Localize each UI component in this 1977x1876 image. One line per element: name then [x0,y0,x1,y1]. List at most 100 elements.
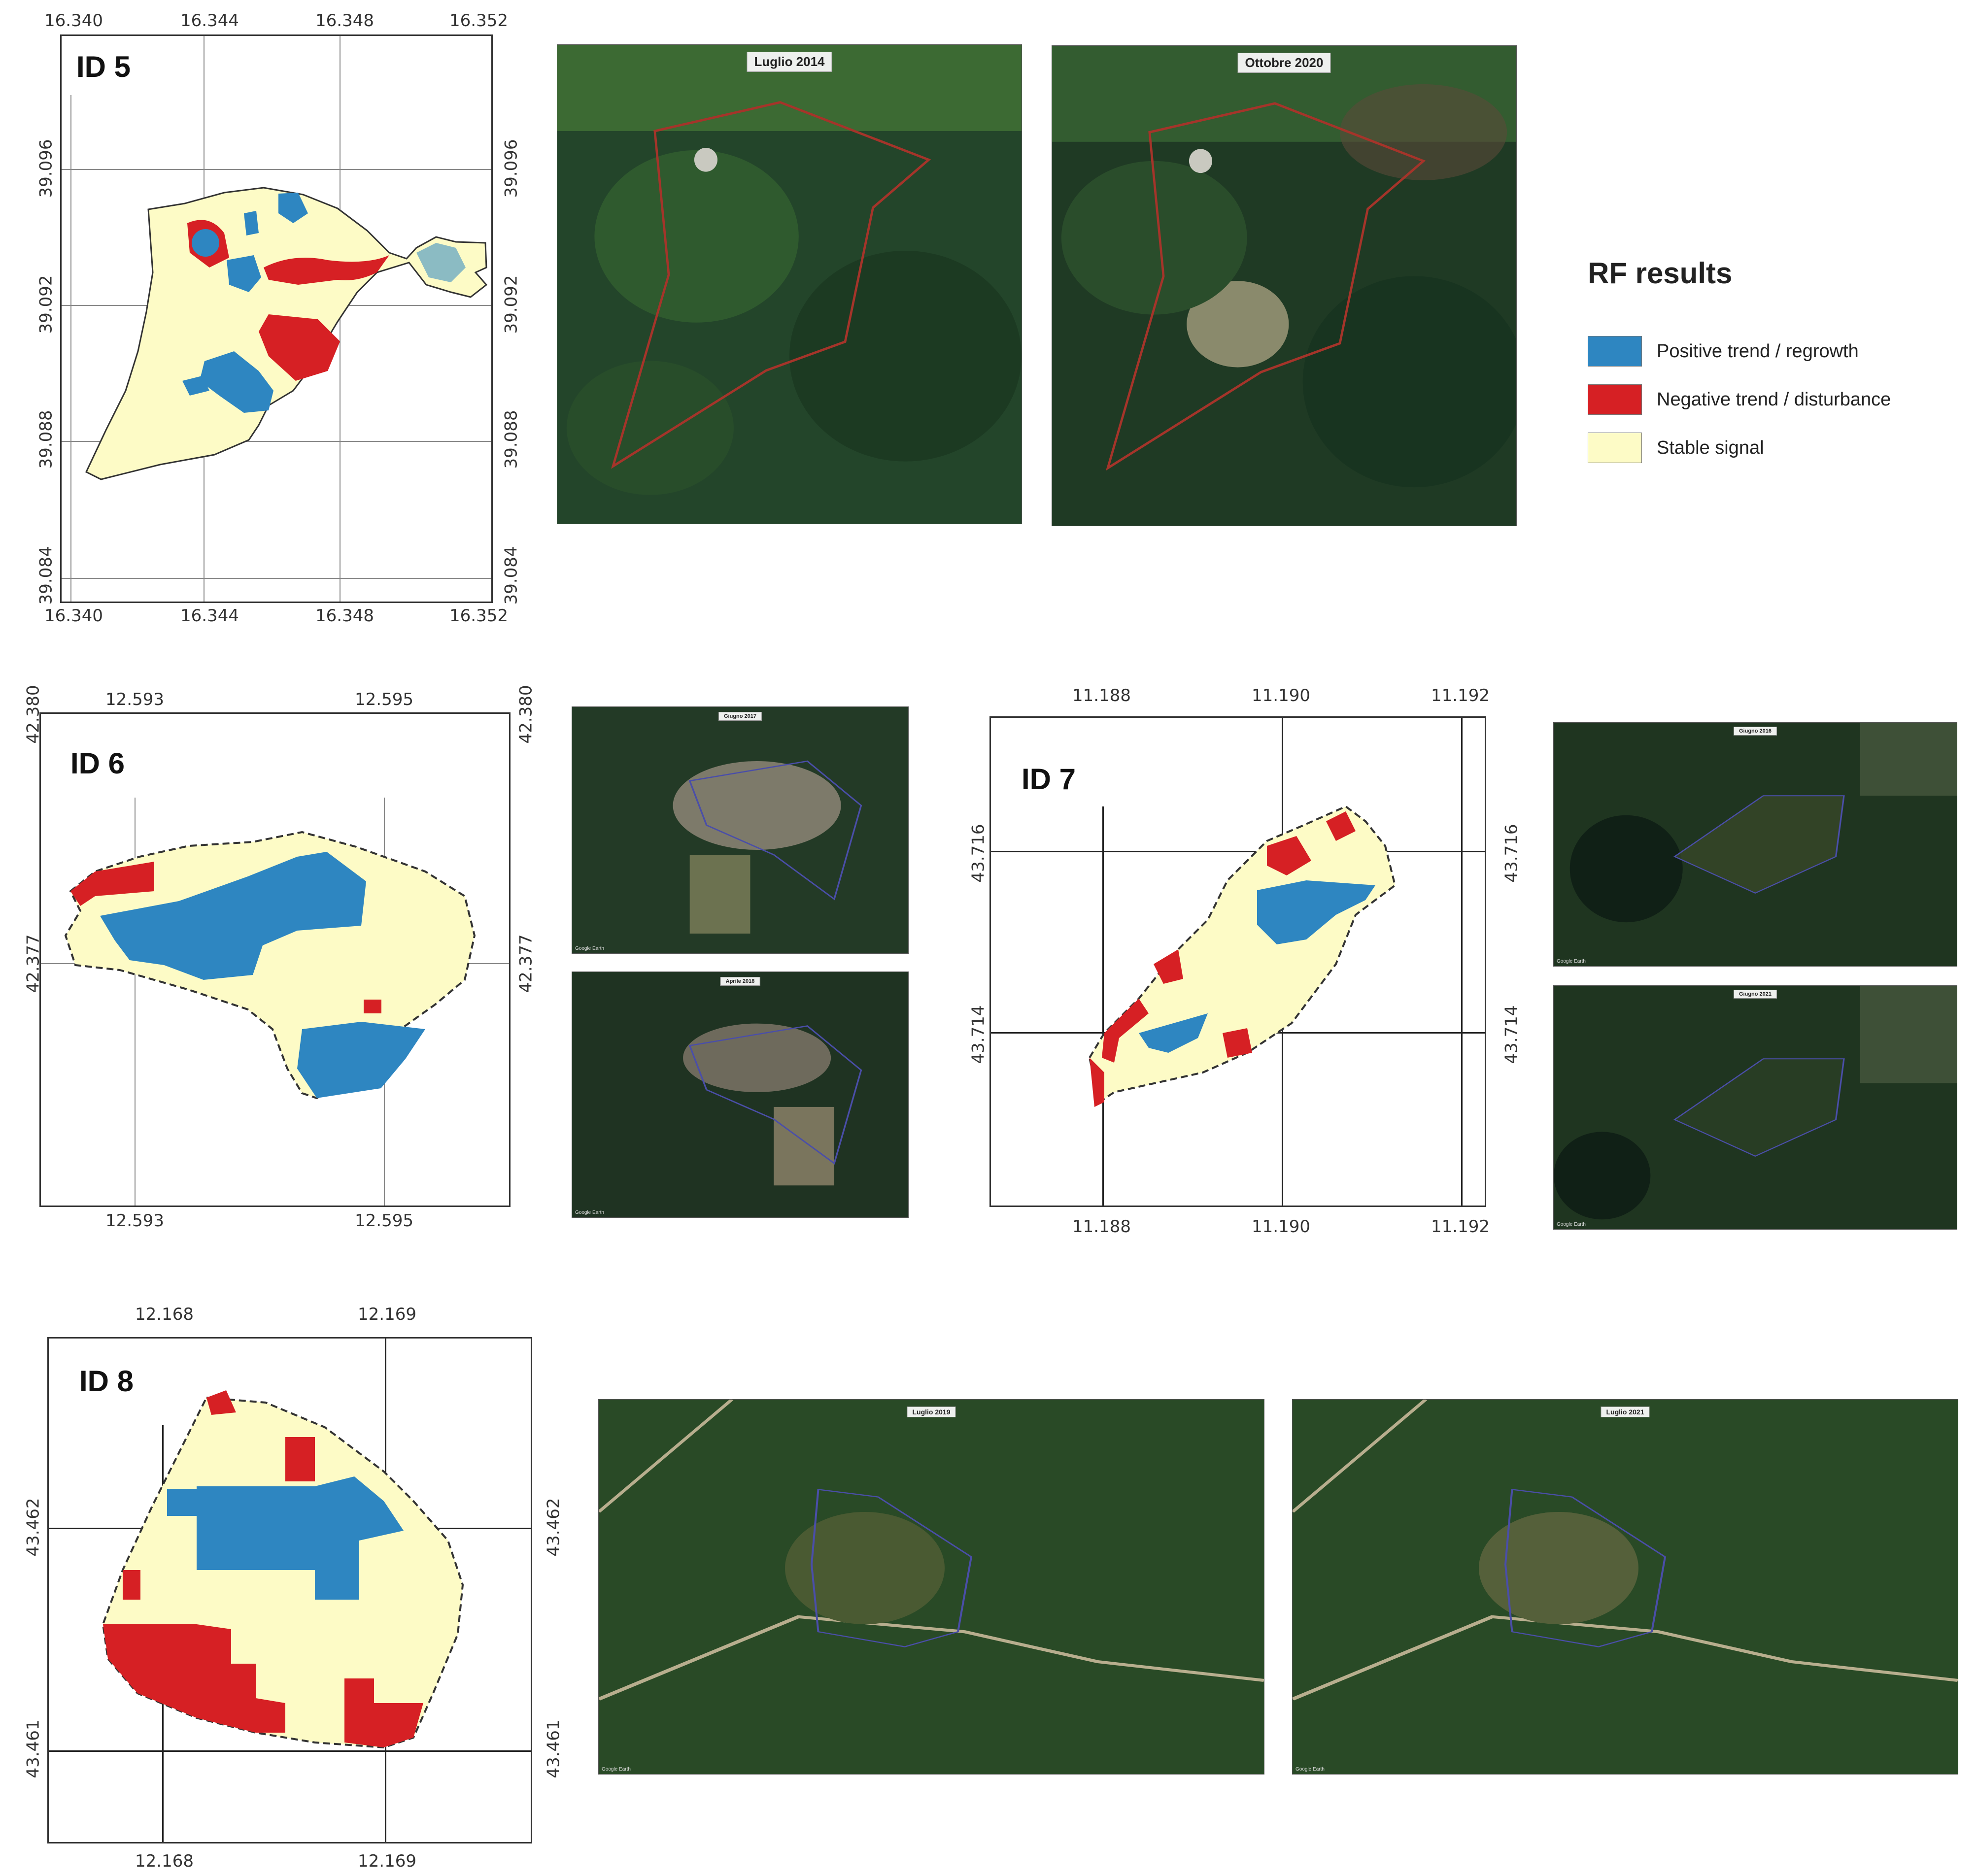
x-tick-bottom: 16.352 [449,606,508,626]
y-tick-left: 39.084 [36,546,56,605]
y-tick-right: 39.088 [501,410,521,469]
x-tick-top: 11.188 [1072,686,1131,705]
x-tick-bottom: 11.192 [1431,1217,1490,1237]
x-tick-bottom: 16.340 [44,606,103,626]
x-tick-bottom: 12.595 [355,1211,413,1231]
photo-date-label: Giugno 2017 [718,712,762,721]
grid-line [1461,718,1463,1206]
disturbance-patch [259,314,340,381]
satellite-image [1554,723,1957,966]
y-tick-right: 39.096 [501,139,521,198]
map-id-title: ID 8 [79,1365,134,1398]
disturbance-patch [364,1000,381,1013]
x-tick-top: 16.340 [44,11,103,31]
photo-date-label: Luglio 2014 [747,52,832,72]
legend-title: RF results [1588,257,1733,290]
regrowth-patch [100,852,366,980]
legend-item: Stable signal [1588,433,1764,463]
satellite-photo-id7-before: Giugno 2016 Google Earth [1553,722,1957,967]
regrowth-patch [227,255,261,292]
grid-line [991,851,1485,852]
satellite-image [572,707,908,953]
satellite-photo-id8-before: Luglio 2019 Google Earth [598,1399,1264,1775]
legend-label: Stable signal [1657,437,1764,458]
disturbance-patch [1090,1058,1104,1107]
disturbance-patch [1267,836,1311,875]
x-tick-top: 16.348 [315,11,374,31]
regrowth-patch [244,211,259,235]
x-tick-top: 12.169 [358,1305,416,1324]
x-tick-bottom: 12.593 [105,1211,164,1231]
parcel-outline [1088,805,1397,1104]
grid-line [62,441,491,442]
photo-credit: Google Earth [1295,1767,1325,1772]
disturbance-patch [70,862,154,906]
x-tick-top: 12.168 [135,1305,194,1324]
satellite-photo-id6-after: Aprile 2018 Google Earth [572,972,909,1218]
map-id-title: ID 7 [1022,763,1076,796]
satellite-image [1554,986,1957,1229]
x-tick-top: 11.190 [1252,686,1310,705]
photo-date-label: Aprile 2018 [720,977,760,986]
classification-raster [1088,805,1397,1107]
satellite-photo-id6-before: Giugno 2017 Google Earth [572,706,909,954]
classification-raster [102,1390,464,1749]
map-id-title: ID 6 [70,747,125,780]
map-frame: ID 7 [989,716,1486,1207]
satellite-image [572,972,908,1217]
grid-line [70,95,71,602]
grid-line [62,169,491,170]
y-tick-right: 43.462 [544,1498,564,1557]
x-tick-bottom: 16.348 [315,606,374,626]
legend-item: Positive trend / regrowth [1588,336,1859,367]
y-tick-left: 43.714 [968,1005,988,1064]
regrowth-patch [278,193,308,223]
disturbance-patch [285,1437,315,1481]
photo-date-label: Luglio 2019 [907,1407,956,1417]
photo-date-label: Giugno 2021 [1733,990,1777,999]
photo-credit: Google Earth [575,946,604,951]
x-tick-bottom: 11.188 [1072,1217,1131,1237]
x-tick-top: 16.344 [180,11,239,31]
satellite-image [557,45,1022,524]
disturbance-patch [103,1624,285,1733]
x-tick-top: 12.593 [105,690,164,709]
photo-credit: Google Earth [1557,959,1586,964]
x-tick-bottom: 12.169 [358,1851,416,1871]
y-tick-right: 42.377 [516,934,536,993]
classification-raster [64,831,476,1100]
x-tick-top: 16.352 [449,11,508,31]
disturbance-patch [1154,949,1183,984]
grid-line [62,578,491,579]
satellite-photo-id8-after: Luglio 2021 Google Earth [1292,1399,1958,1775]
legend-swatch-blue [1588,336,1642,367]
disturbance-patch [1326,811,1356,841]
legend-item: Negative trend / disturbance [1588,384,1891,415]
satellite-image [1293,1400,1958,1774]
grid-line [135,798,136,1206]
x-tick-bottom: 12.168 [135,1851,194,1871]
regrowth-patch [1257,880,1375,944]
disturbance-patch [1102,999,1149,1063]
photo-credit: Google Earth [602,1767,631,1772]
map-frame: ID 8 [47,1337,532,1843]
grid-line [49,1750,531,1752]
y-tick-left: 39.092 [36,275,56,334]
regrowth-patch [192,229,219,257]
satellite-photo-id7-after: Giugno 2021 Google Earth [1553,985,1957,1230]
legend-label: Negative trend / disturbance [1657,389,1891,410]
disturbance-patch [1223,1028,1252,1058]
disturbance-patch [344,1678,423,1747]
photo-credit: Google Earth [1557,1222,1586,1227]
y-tick-right: 39.084 [501,546,521,605]
regrowth-patch [167,1489,197,1516]
map-id-title: ID 5 [76,50,131,83]
y-tick-left: 39.096 [36,139,56,198]
disturbance-patch [206,1390,236,1415]
y-tick-right: 43.714 [1501,1005,1522,1064]
regrowth-patch [182,376,209,396]
disturbance-patch [264,255,389,285]
map-frame: ID 6 [39,712,511,1207]
classification-raster [85,187,488,480]
x-tick-bottom: 16.344 [180,606,239,626]
